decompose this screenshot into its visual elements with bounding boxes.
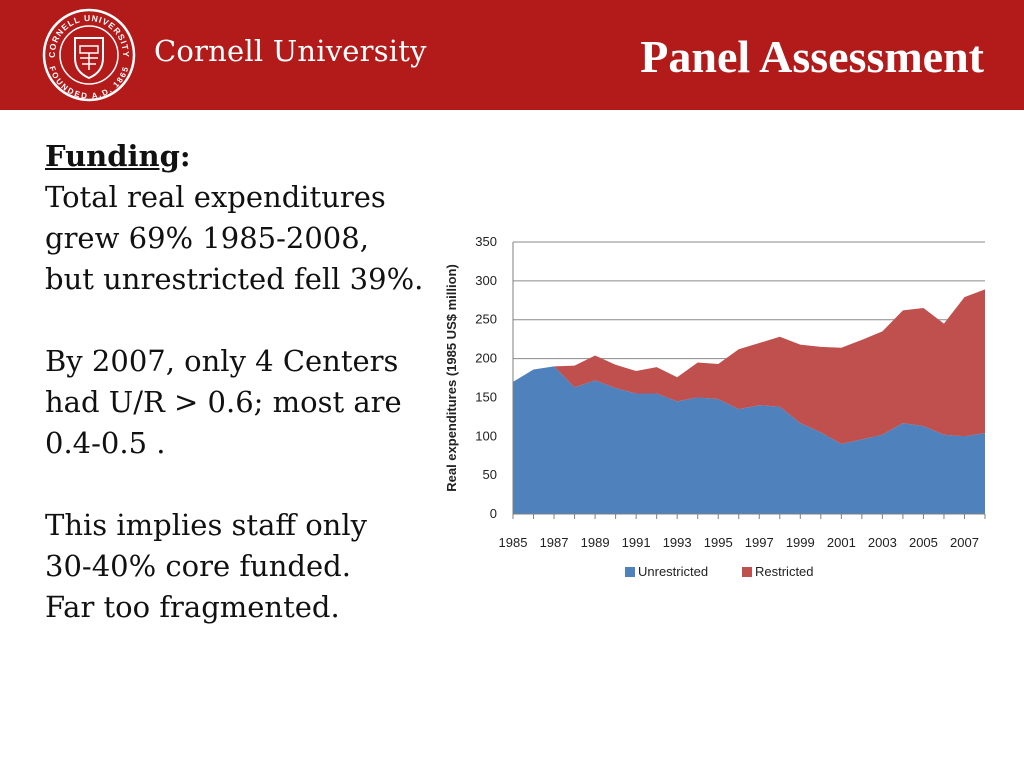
chart-svg: 0 50 100 150 200 250 300 350 1985 1987 1989 1991 199…	[444, 234, 986, 579]
paragraph-line: grew 69% 1985-2008,	[45, 221, 369, 255]
paragraph-line: 30-40% core funded.	[45, 549, 351, 583]
paragraph-line: 0.4-0.5 .	[45, 426, 166, 460]
y-tick-label: 350	[475, 234, 497, 249]
y-tick-label: 0	[490, 506, 497, 521]
paragraph-line: This implies staff only	[45, 508, 367, 542]
area-unrestricted	[513, 366, 985, 514]
expenditures-chart: 0 50 100 150 200 250 300 350 1985 1987 1989 1991 199…	[440, 225, 1000, 600]
y-tick-label: 100	[475, 428, 497, 443]
x-tick-label: 1987	[540, 535, 569, 550]
x-tick-label: 2005	[909, 535, 938, 550]
slide-title: Panel Assessment	[640, 31, 984, 82]
body-text: Funding: Total real expenditures grew 69…	[45, 136, 425, 628]
x-tick-label: 1991	[622, 535, 651, 550]
y-tick-label: 50	[483, 467, 497, 482]
paragraph-line: Far too fragmented.	[45, 590, 340, 624]
paragraph-line: but unrestricted fell 39%.	[45, 262, 424, 296]
paragraph-line: Total real expenditures	[45, 180, 386, 214]
x-tick-label: 1997	[745, 535, 774, 550]
brand-name: Cornell University	[154, 34, 427, 68]
cornell-seal-icon: CORNELL UNIVERSITY FOUNDED A.D. 1865	[42, 8, 136, 102]
y-tick-label: 150	[475, 389, 497, 404]
y-axis-label: Real expenditures (1985 US$ million)	[444, 264, 459, 492]
y-tick-label: 300	[475, 273, 497, 288]
x-tick-label: 2001	[827, 535, 856, 550]
legend-label-unrestricted: Unrestricted	[638, 564, 708, 579]
x-tick-label: 1995	[704, 535, 733, 550]
y-tick-label: 250	[475, 312, 497, 327]
paragraph-line: By 2007, only 4 Centers	[45, 344, 399, 378]
x-tick-label: 1985	[499, 535, 528, 550]
legend-swatch-unrestricted	[625, 567, 635, 577]
x-tick-label: 1989	[581, 535, 610, 550]
x-tick-label: 1993	[663, 535, 692, 550]
legend-swatch-restricted	[742, 567, 752, 577]
area-restricted	[513, 289, 985, 445]
seal-text-bottom: FOUNDED A.D. 1865	[47, 65, 129, 101]
x-tick-label: 1999	[786, 535, 815, 550]
y-tick-label: 200	[475, 351, 497, 366]
funding-heading-colon: :	[179, 139, 191, 173]
legend-label-restricted: Restricted	[755, 564, 814, 579]
x-tick-label: 2003	[868, 535, 897, 550]
svg-text:FOUNDED A.D. 1865: FOUNDED A.D. 1865	[47, 65, 130, 101]
funding-heading: Funding:	[45, 136, 425, 177]
x-tick-label: 2007	[950, 535, 979, 550]
funding-heading-label: Funding	[45, 139, 180, 173]
paragraph-line: had U/R > 0.6; most are	[45, 385, 402, 419]
header-bar: CORNELL UNIVERSITY FOUNDED A.D. 1865 Cor…	[0, 0, 1024, 110]
